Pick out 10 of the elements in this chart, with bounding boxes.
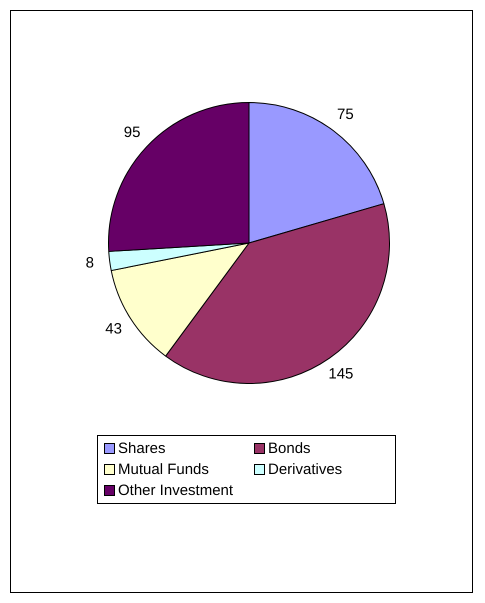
data-label: 75 xyxy=(336,106,354,123)
legend-label: Derivatives xyxy=(268,461,342,478)
data-label: 145 xyxy=(328,366,354,383)
legend-label: Mutual Funds xyxy=(118,461,209,478)
data-label: 8 xyxy=(86,254,94,272)
legend-label: Shares xyxy=(118,440,166,457)
legend-label: Bonds xyxy=(268,440,311,457)
data-label: 95 xyxy=(124,124,140,142)
data-label: 43 xyxy=(105,320,122,338)
legend-label: Other Investment xyxy=(118,482,234,499)
